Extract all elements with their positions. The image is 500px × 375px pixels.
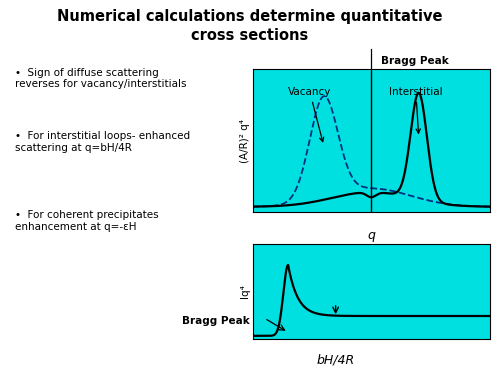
Text: Bragg Peak: Bragg Peak <box>382 56 449 66</box>
Text: •  For coherent precipitates
enhancement at q=-εH: • For coherent precipitates enhancement … <box>15 210 159 232</box>
Y-axis label: Iq⁴: Iq⁴ <box>240 285 250 298</box>
Text: q: q <box>368 229 375 242</box>
Text: •  For interstitial loops- enhanced
scattering at q=bH/4R: • For interstitial loops- enhanced scatt… <box>15 131 190 153</box>
Text: cross sections: cross sections <box>192 28 308 43</box>
Text: Vacancy: Vacancy <box>288 87 332 142</box>
Text: Interstitial: Interstitial <box>389 87 442 133</box>
Y-axis label: (A/R)² q⁴: (A/R)² q⁴ <box>240 118 250 163</box>
Text: Bragg Peak: Bragg Peak <box>182 316 250 326</box>
Text: •  Sign of diffuse scattering
reverses for vacancy/interstitials: • Sign of diffuse scattering reverses fo… <box>15 68 186 89</box>
Text: Numerical calculations determine quantitative: Numerical calculations determine quantit… <box>57 9 443 24</box>
Text: bH/4R: bH/4R <box>316 354 354 367</box>
